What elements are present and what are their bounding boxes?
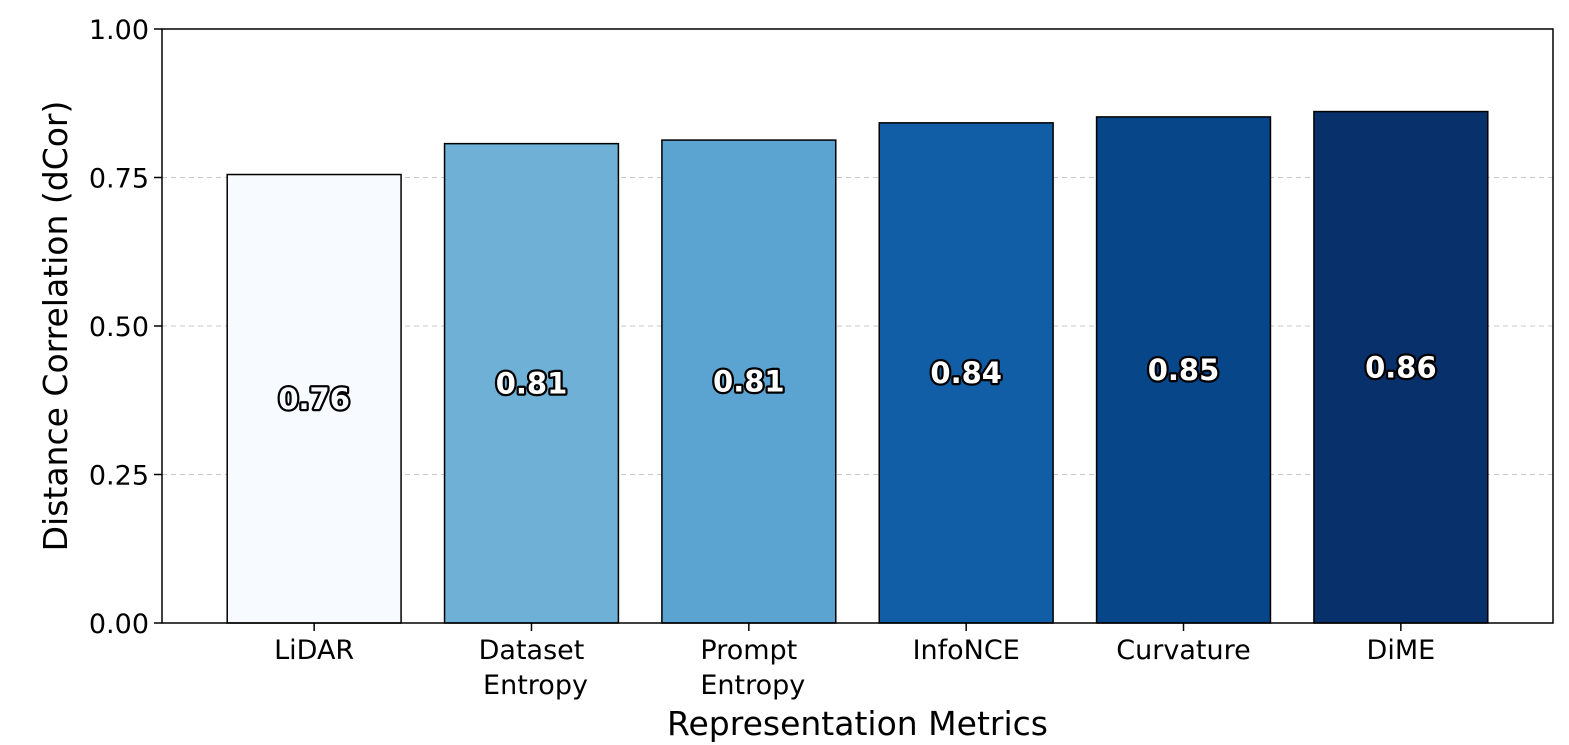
gridlines <box>162 177 1553 475</box>
x-axis-ticks: LiDAR Dataset Entropy Prompt Entropy InfoNCE C… <box>274 623 1435 701</box>
bar-value-label: 0.81 <box>496 366 568 400</box>
x-axis-label: Representation Metrics <box>667 704 1048 743</box>
bars <box>226 110 1489 624</box>
bar <box>878 122 1054 624</box>
x-tick-label: LiDAR <box>274 635 354 666</box>
y-axis-ticks: 0.00 0.25 0.50 0.75 1.00 <box>89 15 162 640</box>
bar <box>443 142 620 624</box>
y-tick-label: 0.00 <box>89 609 149 640</box>
y-axis-label: Distance Correlation (dCor) <box>36 101 75 552</box>
bar-value-label: 0.86 <box>1365 350 1437 384</box>
x-tick-label: DiME <box>1367 635 1436 666</box>
y-tick-label: 0.75 <box>89 164 149 195</box>
x-tick-label: Curvature <box>1116 635 1250 666</box>
bar-value-label: 0.85 <box>1148 353 1220 387</box>
bar-value-label: 0.81 <box>713 365 785 399</box>
bar <box>1313 110 1489 624</box>
y-tick-label: 0.25 <box>89 461 149 492</box>
y-tick-label: 1.00 <box>89 15 149 46</box>
x-tick-label: Dataset Entropy <box>479 635 588 701</box>
bar-value-labels: 0.76 0.81 0.81 0.84 0.85 0.86 <box>276 348 1439 418</box>
bar-value-label: 0.76 <box>278 382 350 416</box>
x-tick-label: InfoNCE <box>913 635 1020 666</box>
x-tick-label: Prompt Entropy <box>700 635 805 701</box>
bar <box>1095 116 1272 624</box>
bar-value-label: 0.84 <box>930 356 1002 390</box>
y-tick-label: 0.50 <box>89 312 149 343</box>
